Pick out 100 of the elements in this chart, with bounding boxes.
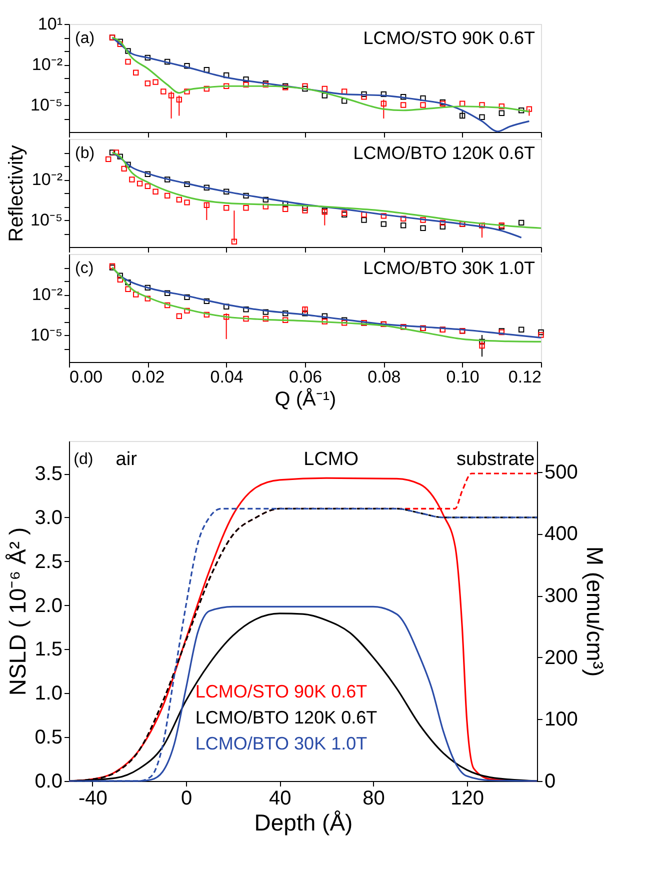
annotation: (b) [75,145,95,162]
y-tick-label: 1.0 [34,682,62,705]
point [117,41,123,48]
y2-tick-label: 100 [544,708,578,731]
point [380,213,387,219]
point [420,217,426,223]
y-tick-label: 0.0 [34,770,62,792]
point [144,54,151,61]
point [144,183,151,190]
x-tick-label: 80 [362,788,385,810]
y-tick-label: 2.0 [34,594,62,617]
point [518,220,524,226]
point [322,86,328,92]
y-tick-label: 10⁻² [32,285,63,304]
point [160,88,166,94]
point [243,76,249,82]
annotation: LCMO/STO 90K 0.6T [363,28,535,48]
point [125,48,131,54]
y2-tick-label: 500 [544,461,578,484]
y-tick-label: 1.5 [34,638,62,661]
point [526,106,532,112]
point [125,162,131,168]
point [498,110,505,116]
point [117,154,123,160]
annotation: LCMO/BTO 120K 0.6T [353,143,535,163]
point [380,91,387,98]
point [420,225,426,231]
point [223,205,230,211]
point [243,192,249,199]
y-tick-label: 10¹ [38,14,63,34]
point [164,192,170,199]
x-tick-label: 0.02 [132,368,165,386]
point [204,67,210,73]
point [282,200,288,207]
x-tick-label: 0.00 [70,368,103,386]
y-tick-label: 10⁻⁵ [30,96,62,114]
x-tick-label: 120 [450,788,484,810]
annotation: (d) [74,451,94,468]
point [361,217,367,223]
series-label: LCMO/BTO 30K 1.0T [195,734,368,754]
point [440,224,446,230]
series-label: LCMO/BTO 120K 0.6T [195,708,378,728]
y2-axis-title: M (emu/cm³) [582,546,608,677]
point [184,88,190,94]
point [243,205,249,211]
point [498,104,505,110]
x-tick-label: 0.08 [368,368,401,386]
point [400,102,406,108]
point [231,238,238,244]
point [113,150,120,156]
x-tick-label: 0.12 [508,368,542,386]
point [400,94,406,100]
point [341,98,348,104]
annotation: (a) [75,30,95,47]
point [168,92,174,98]
x-tick-label: 0.06 [288,368,322,386]
point [361,91,367,98]
y-tick-label: 10⁻² [32,55,63,74]
point [152,188,158,194]
point [341,88,348,94]
y-tick-label: 10⁻² [32,170,63,189]
y2-tick-label: 0 [544,770,556,792]
point [223,72,230,78]
annotation: LCMO [304,449,359,470]
y-tick-label: 10⁻⁵ [30,210,62,230]
point [302,86,308,92]
x-tick-label: 0.04 [210,368,244,386]
point [459,100,466,106]
x-axis-title: Q (Å⁻¹) [274,388,336,410]
point [204,184,210,190]
point [204,86,210,92]
point [184,63,190,69]
point [152,79,158,85]
y-tick-label: 2.5 [34,550,62,573]
point [302,208,308,214]
point [184,181,190,188]
point [121,166,127,172]
x-tick-label: 40 [268,788,292,810]
y-tick-label: 3.5 [34,463,62,486]
point [223,188,230,194]
point [361,212,367,218]
point [133,70,139,76]
point [459,112,466,119]
point [479,114,485,120]
point [361,94,367,100]
annotation: (c) [75,260,94,277]
x-tick-label: 0.10 [446,368,480,386]
point [400,222,406,228]
point [129,176,135,182]
point [144,171,151,177]
point [204,202,210,208]
point [105,156,112,162]
y-axis-title: NSLD ( 10⁻⁶ Å² ) [4,527,31,696]
point [243,82,249,88]
point [380,221,387,227]
point [440,220,446,226]
y-tick-label: 3.0 [34,506,62,529]
x-axis-title: Depth (Å) [254,810,353,836]
point [302,83,308,89]
point [479,102,485,108]
